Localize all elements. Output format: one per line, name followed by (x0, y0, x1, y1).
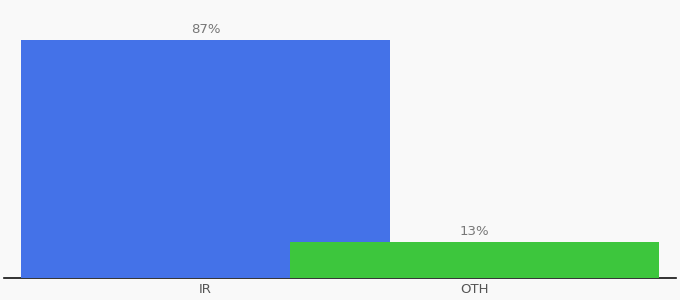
Bar (290, 242, 659, 278)
Text: 13%: 13% (460, 225, 489, 238)
Bar (21, 40, 390, 278)
Text: 87%: 87% (191, 23, 220, 36)
